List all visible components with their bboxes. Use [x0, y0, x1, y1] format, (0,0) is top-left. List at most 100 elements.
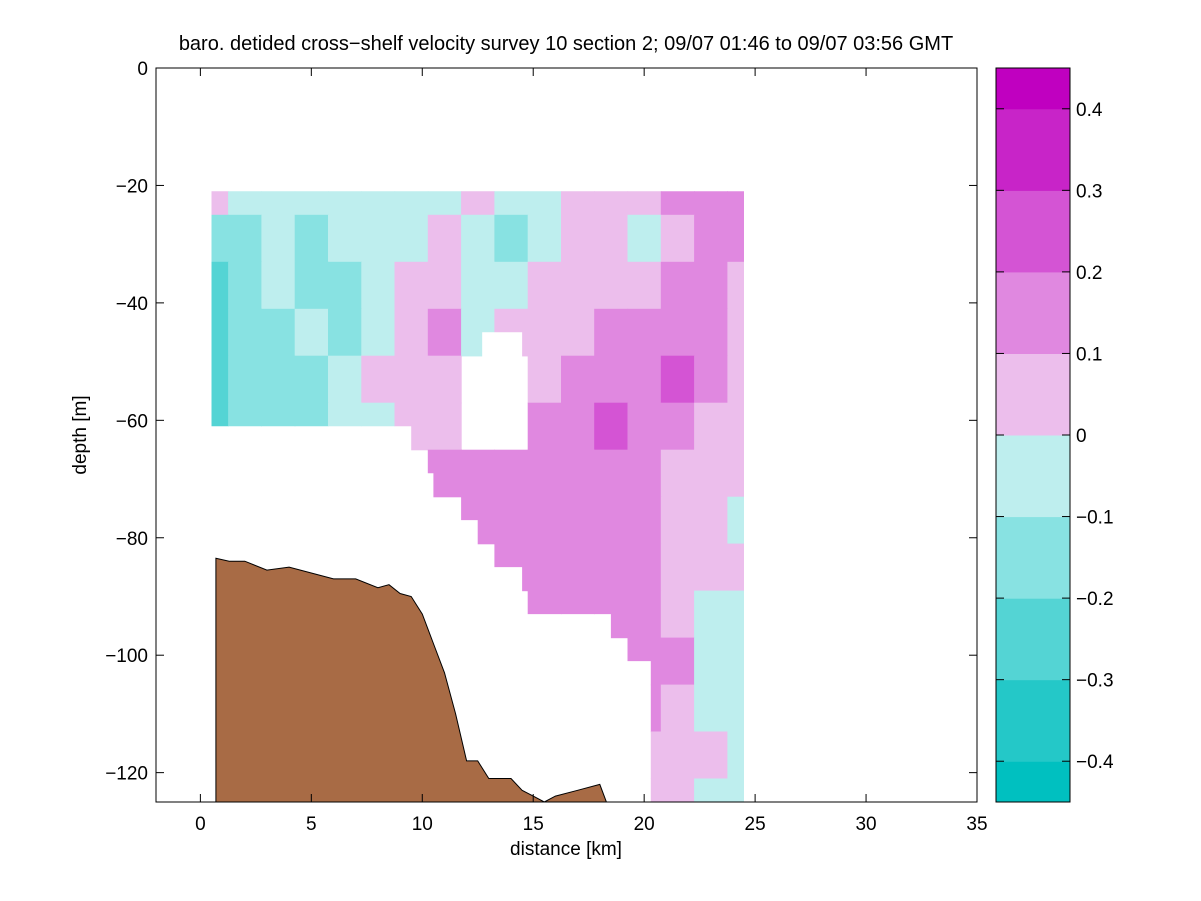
- velocity-cell: [461, 449, 495, 498]
- y-tick-label: −40: [116, 294, 148, 315]
- velocity-cell: [228, 214, 262, 263]
- velocity-cell: [727, 355, 744, 404]
- velocity-cell: [694, 637, 728, 686]
- velocity-cell: [660, 543, 695, 592]
- velocity-cell: [361, 191, 396, 216]
- velocity-cell: [361, 214, 396, 263]
- velocity-cell: [261, 308, 296, 357]
- velocity-cell: [427, 449, 462, 498]
- velocity-cell: [561, 402, 595, 451]
- velocity-cell: [694, 402, 728, 451]
- colorbar-band: [996, 598, 1070, 681]
- plot-frame: [155, 67, 978, 803]
- velocity-cell: [361, 308, 396, 357]
- velocity-cell: [694, 191, 728, 216]
- velocity-cell: [727, 402, 744, 451]
- velocity-cell: [627, 449, 662, 498]
- velocity-cell: [594, 402, 629, 451]
- colorbar-band: [996, 679, 1070, 762]
- velocity-cell: [527, 261, 562, 310]
- velocity-cell: [261, 355, 296, 404]
- velocity-cell: [211, 308, 229, 357]
- bathymetry-seafloor: [215, 557, 607, 802]
- velocity-cell: [261, 261, 296, 310]
- velocity-cell: [228, 308, 262, 357]
- velocity-cell: [211, 214, 229, 263]
- velocity-cell: [727, 543, 744, 592]
- velocity-cell: [660, 261, 695, 310]
- velocity-cell: [561, 191, 595, 216]
- velocity-cell: [461, 261, 495, 310]
- velocity-cell: [211, 355, 229, 404]
- velocity-cell: [694, 214, 728, 263]
- velocity-cell: [361, 261, 396, 310]
- velocity-cell: [561, 543, 595, 592]
- colorbar-tick-label: 0.1: [1076, 344, 1102, 365]
- velocity-cell: [694, 449, 728, 498]
- velocity-cell: [594, 191, 629, 216]
- colorbar-tick-label: 0.2: [1076, 263, 1102, 284]
- velocity-cell: [660, 590, 695, 639]
- x-tick-label: 25: [745, 814, 766, 835]
- velocity-cell: [727, 637, 744, 686]
- velocity-cell: [211, 261, 229, 310]
- velocity-cell: [527, 449, 562, 498]
- colorbar-tick-label: −0.4: [1076, 752, 1114, 773]
- velocity-cell: [527, 355, 562, 404]
- data-gap: [482, 332, 523, 427]
- velocity-cell: [261, 214, 296, 263]
- colorbar-tick-label: −0.2: [1076, 589, 1114, 610]
- velocity-cell: [660, 684, 695, 733]
- velocity-cell: [627, 402, 662, 451]
- x-tick-label: 15: [523, 814, 544, 835]
- colorbar-band: [996, 190, 1070, 273]
- velocity-cell: [727, 731, 744, 780]
- velocity-cell: [228, 355, 262, 404]
- velocity-cell: [694, 308, 728, 357]
- velocity-cell: [494, 496, 529, 545]
- velocity-cell: [494, 191, 529, 216]
- velocity-cell: [427, 214, 462, 263]
- velocity-cell: [594, 214, 629, 263]
- velocity-cell: [294, 261, 329, 310]
- velocity-cell: [660, 308, 695, 357]
- y-tick-label: 0: [137, 59, 148, 80]
- y-tick-label: −120: [105, 764, 148, 785]
- velocity-cell: [228, 191, 262, 216]
- velocity-cell: [660, 731, 695, 780]
- velocity-cell: [660, 637, 695, 686]
- velocity-cell: [694, 543, 728, 592]
- velocity-cell: [660, 496, 695, 545]
- velocity-cell: [694, 684, 728, 733]
- velocity-cell: [594, 355, 629, 404]
- velocity-cell: [527, 308, 562, 357]
- velocity-cell: [561, 308, 595, 357]
- velocity-cell: [627, 355, 662, 404]
- colorbar-band: [996, 108, 1070, 191]
- x-tick-label: 5: [306, 814, 317, 835]
- velocity-cell: [228, 261, 262, 310]
- velocity-cell: [627, 261, 662, 310]
- colorbar-band: [996, 271, 1070, 354]
- velocity-cell: [361, 355, 396, 404]
- x-tick-label: 0: [195, 814, 206, 835]
- velocity-cell: [328, 261, 362, 310]
- velocity-cell: [527, 214, 562, 263]
- velocity-cell: [394, 261, 429, 310]
- y-axis-label: depth [m]: [70, 395, 91, 474]
- colorbar: −0.4 −0.3 −0.2 −0.1 0 0.1 0.2 0.3 0.4: [995, 67, 1114, 803]
- velocity-cell: [660, 191, 695, 216]
- chart-title: baro. detided cross−shelf velocity surve…: [179, 33, 953, 55]
- velocity-cell: [594, 261, 629, 310]
- velocity-cell: [294, 308, 329, 357]
- velocity-cell: [328, 214, 362, 263]
- velocity-cell: [561, 449, 595, 498]
- velocity-cell: [527, 496, 562, 545]
- y-axis-ticks: 0 −20 −40 −60 −80 −100 −120: [105, 59, 977, 785]
- velocity-cell: [261, 191, 296, 216]
- velocity-cell: [594, 543, 629, 592]
- velocity-cell: [494, 449, 529, 498]
- velocity-cell: [461, 191, 495, 216]
- colorbar-tick-label: −0.3: [1076, 671, 1114, 692]
- velocity-cell: [660, 402, 695, 451]
